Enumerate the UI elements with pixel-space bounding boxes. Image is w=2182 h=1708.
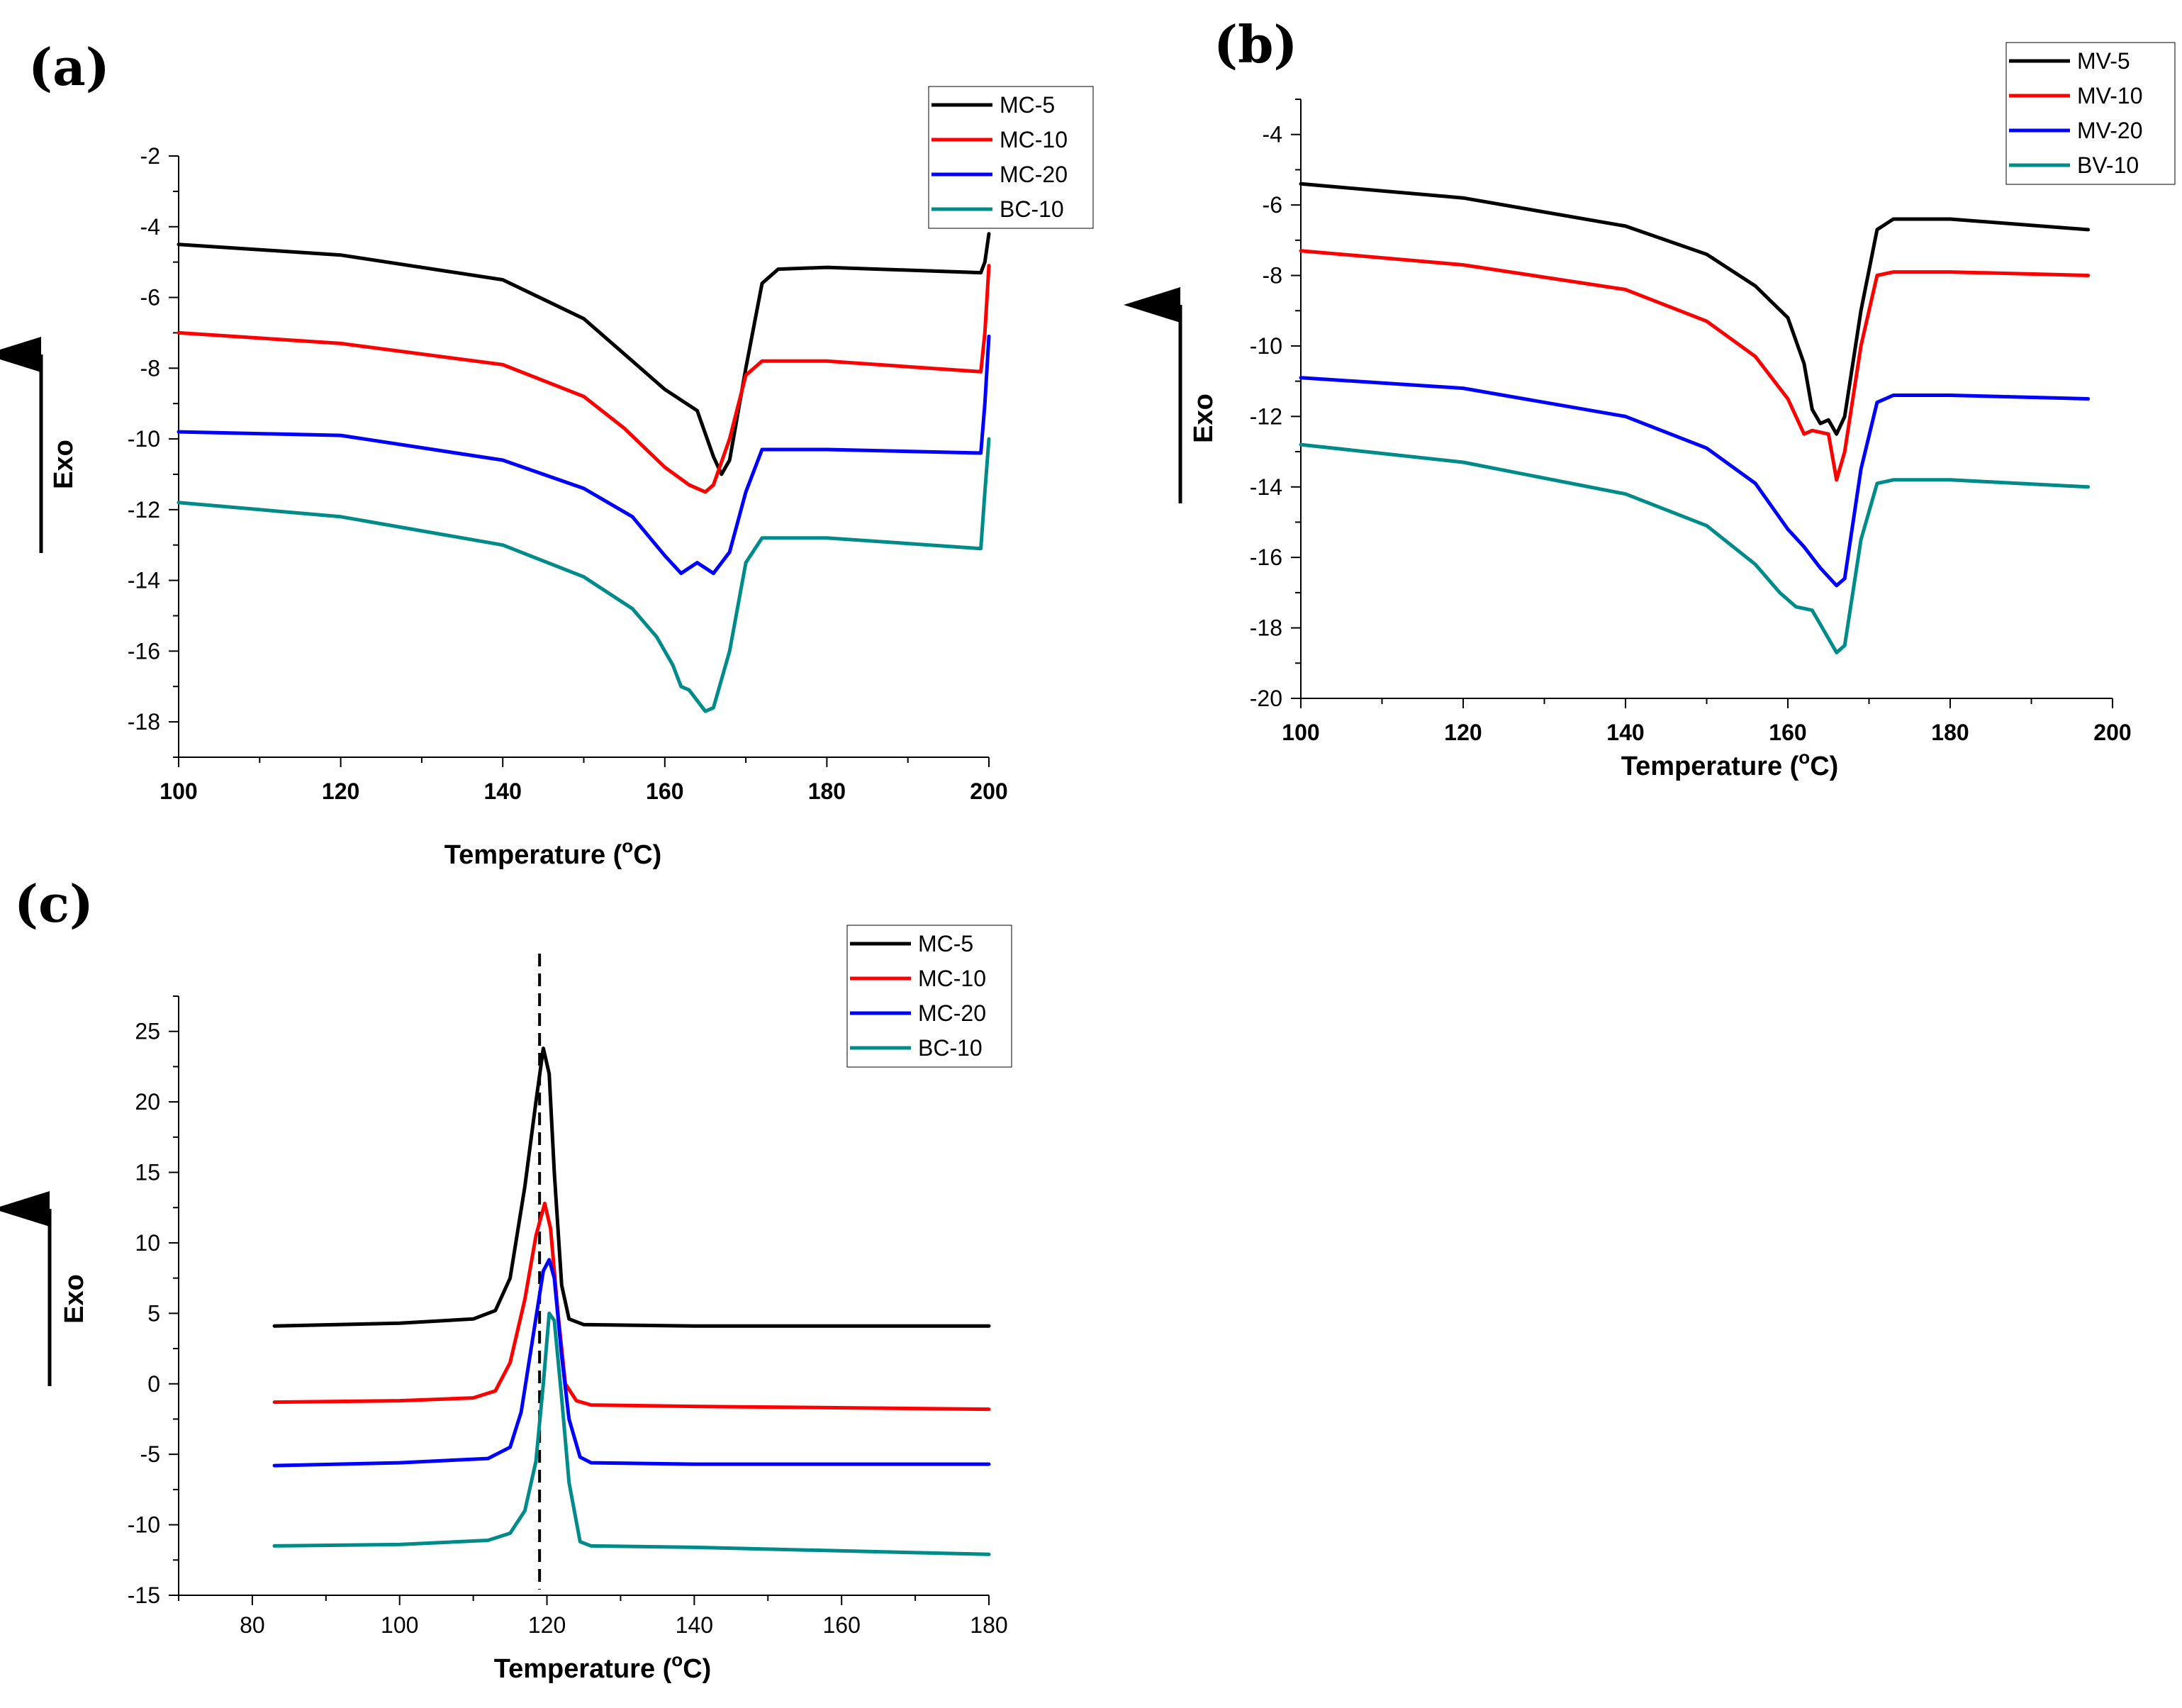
legend-entry: MV-5 <box>2077 48 2130 74</box>
legend-box <box>2005 42 2176 185</box>
x-tick-label: 160 <box>646 778 683 804</box>
y-tick-label: -10 <box>128 426 160 452</box>
y-tick-label: -4 <box>1263 122 1282 147</box>
chart-panel-a: (a) 100 120 140 160 180 200 -2 -4 -6 -8 -10 -12 -14 -… <box>0 37 1094 870</box>
y-tick-label: 15 <box>135 1160 160 1185</box>
panel-c-axes: 80 100 120 140 160 180 25 20 15 10 5 0 -5 -10 -15 <box>128 995 1008 1638</box>
y-tick-label: -5 <box>140 1441 160 1467</box>
panel-b-xlabel: Temperature (oC) <box>1621 747 1839 781</box>
y-tick-label: 10 <box>135 1230 160 1256</box>
y-tick-label: -20 <box>1250 686 1282 711</box>
y-tick-label: -18 <box>128 709 160 735</box>
x-tick-label: 120 <box>528 1612 566 1638</box>
x-tick-label: 140 <box>484 778 522 804</box>
panel-b-legend: MV-5 MV-10 MV-20 BV-10 <box>2005 42 2176 185</box>
y-tick-label: -12 <box>1250 403 1282 429</box>
panel-a-series <box>177 232 991 713</box>
legend-entry: MV-20 <box>2077 118 2142 143</box>
x-tick-label: 200 <box>2093 720 2131 745</box>
y-tick-label: -10 <box>1250 333 1282 359</box>
y-tick-label: -16 <box>1250 545 1282 570</box>
y-tick-label: -18 <box>1250 615 1282 641</box>
y-tick-label: -10 <box>128 1512 160 1538</box>
y-tick-label: -4 <box>140 214 160 240</box>
y-tick-label: 20 <box>135 1089 160 1115</box>
y-tick-label: -14 <box>128 568 160 593</box>
y-tick-label: -8 <box>140 355 160 381</box>
legend-box <box>846 925 1012 1068</box>
y-tick-label: -16 <box>128 638 160 664</box>
legend-entry: MC-5 <box>918 931 973 956</box>
chart-panel-b: (b) 100 120 140 160 180 200 -4 -6 -8 -10 -12 -14 -16… <box>1124 14 2176 781</box>
series-line-bc-10 <box>272 1311 991 1556</box>
x-tick-label: 140 <box>676 1612 713 1638</box>
series-line-bc-10 <box>177 437 991 713</box>
panel-b-label: (b) <box>1214 14 1297 74</box>
y-tick-label: 25 <box>135 1019 160 1044</box>
legend-entry: BV-10 <box>2077 152 2139 178</box>
series-line-mc-20 <box>177 334 991 576</box>
panel-b-exo-indicator: Exo <box>1124 287 1219 503</box>
x-tick-label: 100 <box>160 778 197 804</box>
y-tick-label: -6 <box>140 285 160 311</box>
series-line-mc-5 <box>272 1046 991 1328</box>
x-tick-label: 160 <box>1769 720 1806 745</box>
y-tick-label: -2 <box>140 143 160 169</box>
x-tick-label: 180 <box>970 1612 1007 1638</box>
legend-entry: MC-10 <box>918 966 986 991</box>
legend-entry: BC-10 <box>1000 196 1064 222</box>
series-line-bv-10 <box>1299 442 2091 654</box>
legend-entry: MC-10 <box>1000 127 1068 152</box>
x-tick-label: 100 <box>381 1612 418 1638</box>
panel-a-ylabel: Exo <box>49 440 79 489</box>
y-tick-label: -15 <box>128 1583 160 1608</box>
series-line-mc-5 <box>177 232 991 476</box>
legend-entry: MC-20 <box>918 1000 986 1026</box>
panel-c-legend: MC-5 MC-10 MC-20 BC-10 <box>846 925 1012 1068</box>
x-tick-label: 140 <box>1606 720 1644 745</box>
panel-c-series <box>272 1046 991 1556</box>
panel-c-ylabel: Exo <box>60 1274 89 1324</box>
panel-c-xlabel: Temperature (oC) <box>494 1649 712 1684</box>
legend-entry: MC-20 <box>1000 162 1068 187</box>
panel-c-exo-indicator: Exo <box>0 1191 89 1386</box>
legend-entry: MV-10 <box>2077 83 2142 108</box>
y-tick-label: -14 <box>1250 474 1282 500</box>
x-tick-label: 180 <box>808 778 846 804</box>
panel-b-ylabel: Exo <box>1189 393 1219 443</box>
legend-box <box>928 86 1094 229</box>
series-line-mc-10 <box>272 1201 991 1412</box>
panel-b-series <box>1299 182 2091 654</box>
panel-c-label: (c) <box>14 873 94 934</box>
panel-a-xlabel: Temperature (oC) <box>444 835 662 870</box>
panel-a-exo-indicator: Exo <box>0 337 79 553</box>
y-tick-label: -8 <box>1263 263 1282 289</box>
x-tick-label: 180 <box>1931 720 1969 745</box>
x-tick-label: 200 <box>970 778 1007 804</box>
series-line-mc-20 <box>272 1258 991 1468</box>
x-tick-label: 160 <box>822 1612 860 1638</box>
panel-b-axes: 100 120 140 160 180 200 -4 -6 -8 -10 -12 -14 -16 -18 -… <box>1250 99 2132 745</box>
legend-entry: BC-10 <box>918 1035 983 1061</box>
series-line-mv-5 <box>1299 182 2091 436</box>
panel-a-legend: MC-5 MC-10 MC-20 BC-10 <box>928 86 1094 229</box>
panel-a-label: (a) <box>28 37 110 97</box>
x-tick-label: 120 <box>1444 720 1482 745</box>
series-line-mc-10 <box>177 264 991 494</box>
y-tick-label: -12 <box>128 497 160 523</box>
x-tick-label: 100 <box>1282 720 1319 745</box>
series-line-mv-20 <box>1299 376 2091 588</box>
legend-entry: MC-5 <box>1000 92 1055 118</box>
y-tick-label: 5 <box>147 1300 160 1326</box>
panel-a-axes: 100 120 140 160 180 200 -2 -4 -6 -8 -10 -12 -14 -16 -1… <box>128 143 1008 804</box>
x-tick-label: 80 <box>240 1612 265 1638</box>
y-tick-label: -6 <box>1263 192 1282 218</box>
y-tick-label: 0 <box>147 1371 160 1397</box>
x-tick-label: 120 <box>322 778 359 804</box>
series-line-mv-10 <box>1299 249 2091 482</box>
chart-panel-c: (c) 80 100 120 140 160 1802520151050-5-10-15 … <box>0 873 1012 1684</box>
